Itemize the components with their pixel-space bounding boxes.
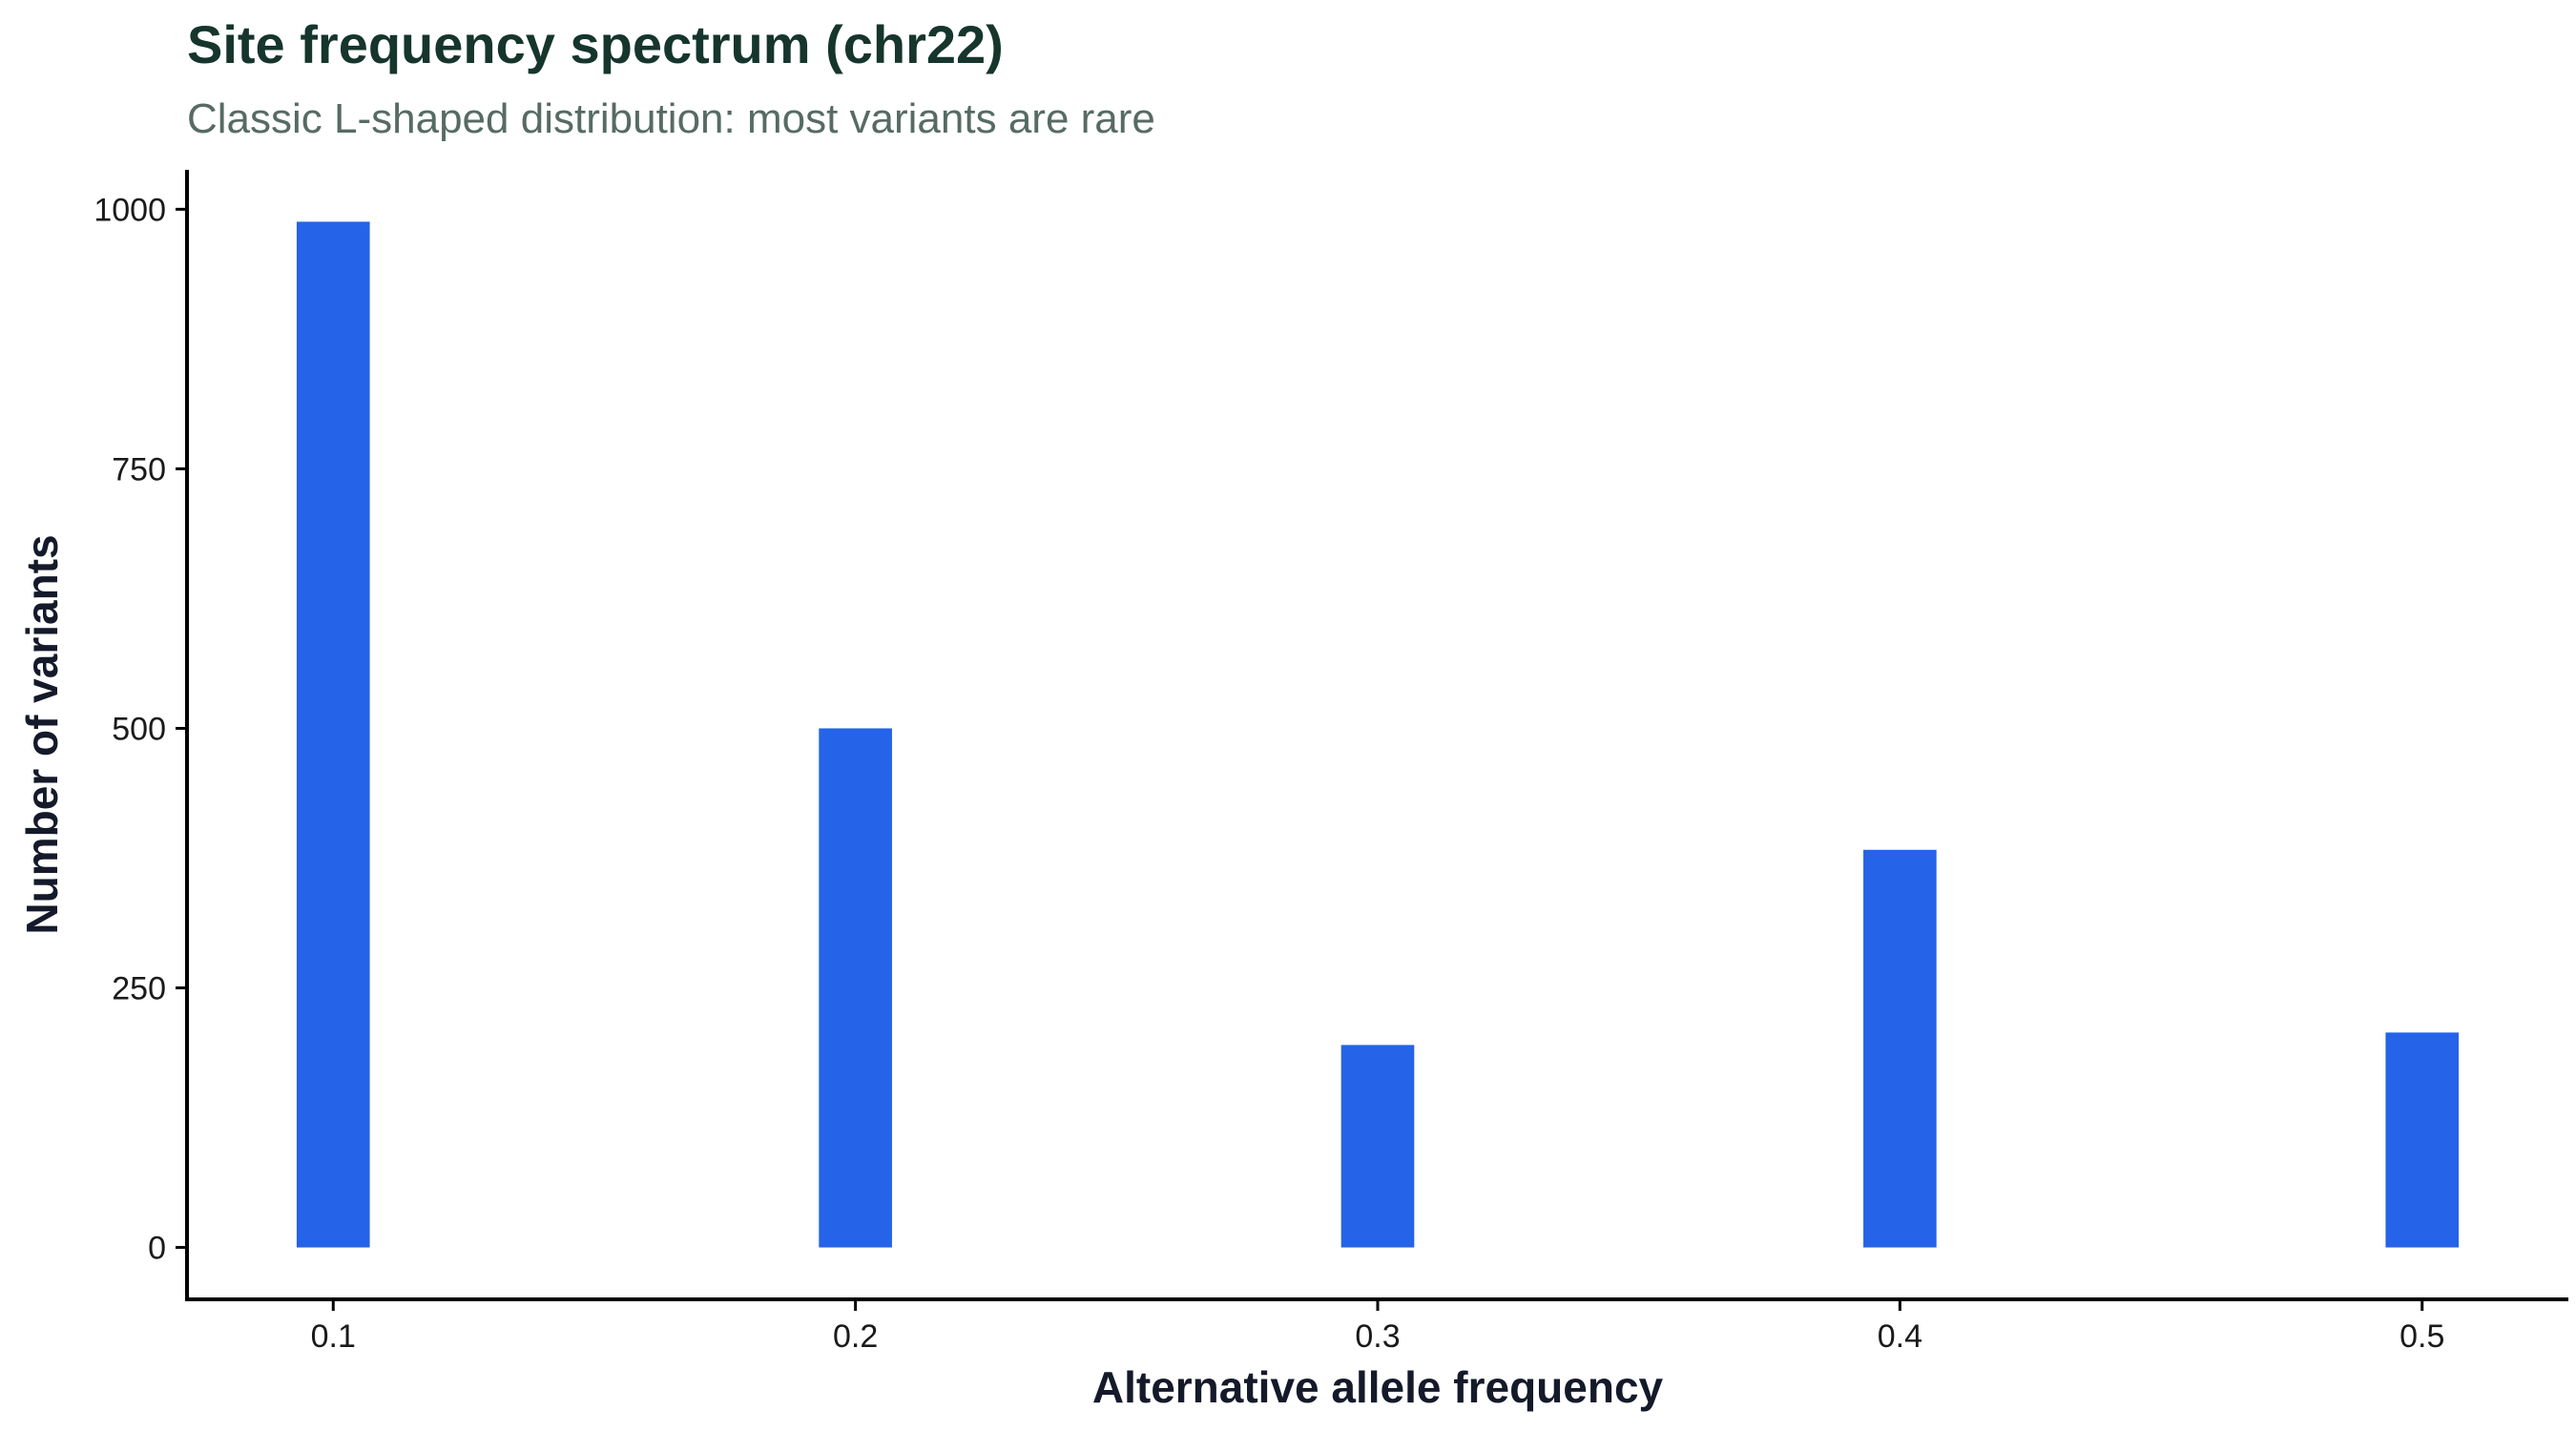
bar-0.1 xyxy=(296,221,370,1248)
y-tick-label: 250 xyxy=(112,971,166,1007)
bar-0.3 xyxy=(1340,1045,1415,1248)
y-axis-ticks: 0 250 500 750 1000 xyxy=(93,192,187,1267)
x-axis-title: Alternative allele frequency xyxy=(1092,1362,1664,1412)
bar-0.4 xyxy=(1863,849,1937,1248)
y-tick-label: 750 xyxy=(112,451,166,487)
x-axis-ticks: 0.1 0.2 0.3 0.4 0.5 xyxy=(311,1299,2444,1355)
bars-group xyxy=(296,221,2460,1248)
x-tick-label: 0.5 xyxy=(2399,1318,2444,1355)
y-tick-label: 500 xyxy=(112,711,166,747)
chart-title: Site frequency spectrum (chr22) xyxy=(187,14,1004,74)
bar-0.2 xyxy=(819,728,892,1248)
y-axis-title: Number of variants xyxy=(17,534,67,934)
bar-0.5 xyxy=(2385,1032,2460,1248)
y-tick-label: 0 xyxy=(148,1231,166,1267)
x-tick-label: 0.2 xyxy=(833,1318,878,1355)
x-tick-label: 0.3 xyxy=(1355,1318,1400,1355)
y-tick-label: 1000 xyxy=(93,192,166,228)
x-tick-label: 0.4 xyxy=(1878,1318,1922,1355)
x-tick-label: 0.1 xyxy=(311,1318,356,1355)
chart-subtitle: Classic L-shaped distribution: most vari… xyxy=(187,95,1155,142)
